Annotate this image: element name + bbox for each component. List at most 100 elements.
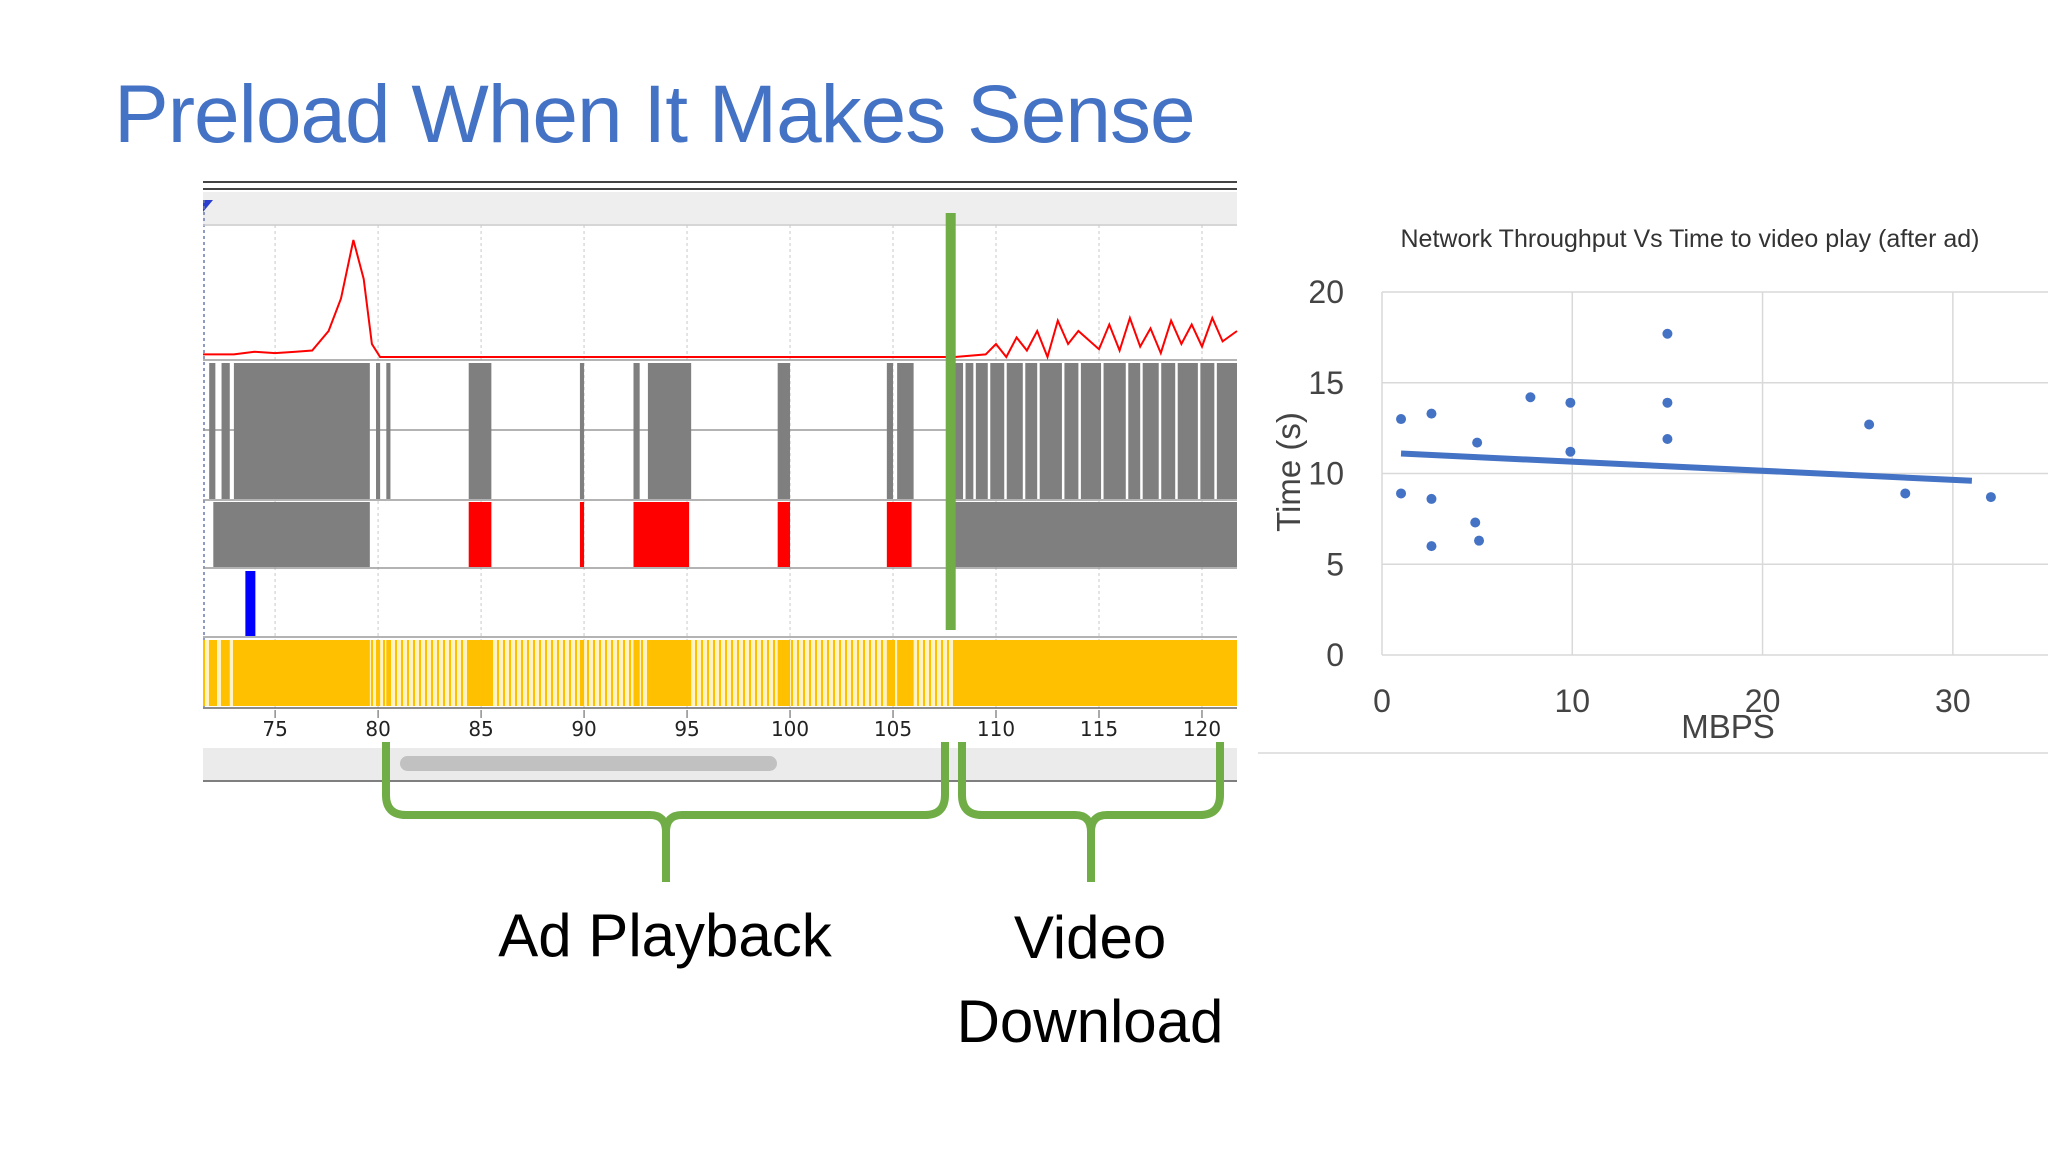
buffer-segment <box>633 640 640 706</box>
buffer-hatch <box>449 640 451 706</box>
video-download-caption: Video Download <box>920 896 1260 1064</box>
buffer-hatch <box>803 640 805 706</box>
buffer-hatch <box>749 640 751 706</box>
buffer-hatch <box>755 640 757 706</box>
buffer-hatch <box>605 640 607 706</box>
scatter-x-axis-title: MBPS <box>1681 708 1775 745</box>
buffer-segment <box>647 640 692 706</box>
slide-title: Preload When It Makes Sense <box>114 69 1196 160</box>
timeline-tick-label: 80 <box>365 717 390 741</box>
timeline-chart: 75 80 85 90 95 100 105 110 115 120 <box>203 181 1238 790</box>
packet-gap <box>1078 363 1081 499</box>
buffer-segment <box>777 640 791 706</box>
collapse-triangle-icon[interactable] <box>203 200 213 212</box>
packet-burst <box>777 363 791 499</box>
timeline-tick-label: 90 <box>571 717 596 741</box>
packet-gap <box>1140 363 1143 499</box>
buffer-segment <box>386 640 391 706</box>
buffer-hatch <box>893 640 895 706</box>
scatter-y-tick-label: 0 <box>1326 637 1344 673</box>
packet-burst <box>954 363 1237 499</box>
packet-burst <box>233 363 370 499</box>
buffer-hatch <box>761 640 763 706</box>
packet-burst <box>579 363 585 499</box>
packet-gap <box>1175 363 1178 499</box>
buffer-hatch <box>617 640 619 706</box>
buffer-hatch <box>467 640 469 706</box>
buffer-hatch <box>827 640 829 706</box>
scatter-y-tick-label: 5 <box>1326 546 1344 582</box>
buffer-hatch <box>557 640 559 706</box>
packet-gap <box>1022 363 1026 499</box>
scatter-x-tick-label: 20 <box>1745 683 1781 719</box>
buffer-hatch <box>953 640 955 706</box>
buffer-segment <box>579 640 585 706</box>
timeline-tick-label: 95 <box>674 717 699 741</box>
scatter-point <box>1900 488 1911 499</box>
packet-burst <box>633 363 640 499</box>
buffer-hatch <box>215 640 217 706</box>
buffer-hatch <box>419 640 421 706</box>
buffer-hatch <box>743 640 745 706</box>
buffer-hatch <box>395 640 397 706</box>
scatter-point <box>1396 488 1407 499</box>
buffer-hatch <box>539 640 541 706</box>
packet-burst <box>897 363 914 499</box>
scatter-point <box>1565 397 1576 408</box>
packet-gap <box>1125 363 1129 499</box>
buffer-hatch <box>587 640 589 706</box>
scatter-y-axis: 0 5 10 15 20 <box>1308 274 1344 673</box>
scatter-point <box>1472 437 1483 448</box>
buffer-hatch <box>815 640 817 706</box>
scatter-point <box>1662 397 1673 408</box>
buffer-lane <box>203 640 1237 706</box>
scatter-point <box>1985 492 1996 503</box>
buffer-hatch <box>503 640 505 706</box>
scatter-point <box>1426 541 1437 552</box>
buffer-hatch <box>623 640 625 706</box>
timeline-x-axis: 75 80 85 90 95 100 105 110 115 120 <box>262 710 1221 741</box>
video-download-bracket <box>958 742 1224 882</box>
buffer-hatch <box>461 640 463 706</box>
buffer-segment <box>954 640 1237 706</box>
buffer-hatch <box>629 640 631 706</box>
timeline-scrollbar-thumb[interactable] <box>400 756 777 771</box>
request-block <box>777 502 791 567</box>
buffer-hatch <box>773 640 775 706</box>
buffer-hatch <box>947 640 949 706</box>
buffer-hatch <box>935 640 937 706</box>
packet-gap <box>1214 363 1217 499</box>
buffer-hatch <box>563 640 565 706</box>
packet-gap <box>1101 363 1104 499</box>
buffer-hatch <box>455 640 457 706</box>
buffer-hatch <box>731 640 733 706</box>
buffer-segment <box>897 640 914 706</box>
scatter-point <box>1426 408 1437 419</box>
buffer-segment <box>233 640 370 706</box>
buffer-hatch <box>641 640 643 706</box>
buffer-hatch <box>863 640 865 706</box>
packet-burst <box>886 363 894 499</box>
buffer-hatch <box>533 640 535 706</box>
ad-playback-bracket <box>382 742 949 882</box>
buffer-hatch <box>515 640 517 706</box>
scatter-point <box>1474 535 1485 546</box>
buffer-hatch <box>611 640 613 706</box>
packet-gap <box>963 363 966 499</box>
buffer-hatch <box>809 640 811 706</box>
buffer-hatch <box>545 640 547 706</box>
packet-burst <box>647 363 692 499</box>
timeline-tick-label: 100 <box>771 717 809 741</box>
request-block <box>886 502 912 567</box>
scatter-x-tick-label: 10 <box>1554 683 1590 719</box>
buffer-hatch <box>821 640 823 706</box>
buffer-hatch <box>527 640 529 706</box>
buffer-hatch <box>839 640 841 706</box>
scatter-y-tick-label: 20 <box>1308 274 1344 310</box>
scatter-point <box>1565 446 1576 457</box>
scatter-x-axis: 0 10 20 30 <box>1373 683 1971 719</box>
request-block <box>633 502 690 567</box>
timeline-tick-label: 105 <box>874 717 912 741</box>
buffer-hatch <box>203 640 205 706</box>
request-block <box>579 502 585 567</box>
